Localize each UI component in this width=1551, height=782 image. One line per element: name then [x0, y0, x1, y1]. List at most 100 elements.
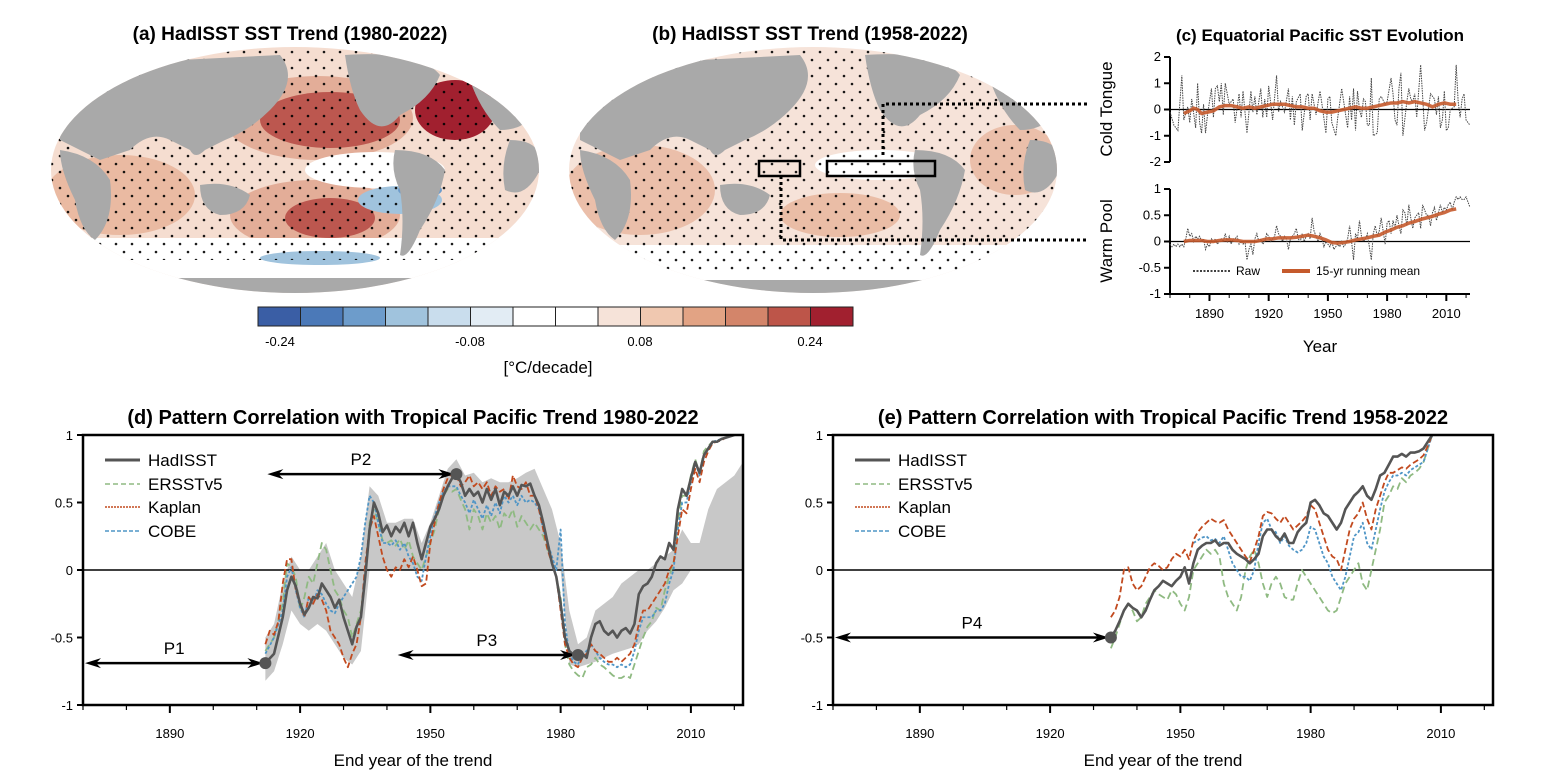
arrow-left-head: [85, 658, 101, 669]
x-tick-label: 1950: [1166, 726, 1195, 741]
panel-e-plot: P4 1 0.5 0 -0.5 -1 1890 1920 1950 1980 2010: [801, 428, 1495, 741]
x-tick-label: 1890: [1195, 306, 1224, 321]
colorbar-label: [°C/decade]: [503, 358, 592, 377]
plot-area: [833, 435, 1493, 649]
legend-ersst-label: ERSSTv5: [898, 475, 973, 494]
y-tick-label: -1: [811, 698, 823, 713]
colorbar-box: [767, 306, 811, 327]
colorbar-box: [640, 306, 684, 327]
panel-a-title: (a) HadISST SST Trend (1980-2022): [133, 24, 448, 45]
y-tick-label: 0: [816, 563, 823, 578]
period-end-marker: [572, 649, 584, 662]
panel-b-title: (b) HadISST SST Trend (1958-2022): [652, 24, 968, 45]
legend-cobe-label: COBE: [148, 522, 196, 541]
series-ersstv5-line: [264, 435, 735, 679]
y-tick-label: -2: [1149, 154, 1161, 169]
period-label: P1: [164, 639, 185, 658]
panel-a-map: [51, 47, 539, 293]
series-kaplan-line: [1110, 435, 1434, 618]
y-tick-label: 0: [66, 563, 73, 578]
y-tick-label: 0.5: [1143, 207, 1161, 222]
period-label: P4: [962, 614, 983, 633]
panel-a: (a) HadISST SST Trend (1980-2022): [51, 24, 539, 293]
x-tick-label: 1890: [155, 726, 184, 741]
colorbar: [257, 306, 854, 327]
y-tick-label: 1: [816, 428, 823, 443]
arrow-right-head: [560, 650, 576, 661]
plot-area: [83, 435, 743, 681]
y-tick-label: 0.5: [805, 496, 823, 511]
arrow-right-head: [247, 658, 264, 669]
panel-b: (b) HadISST SST Trend (1958-2022): [569, 24, 1088, 293]
x-tick-label: 1920: [286, 726, 315, 741]
legend-raw-label: Raw: [1236, 264, 1260, 278]
x-tick-label: 1920: [1036, 726, 1065, 741]
colorbar-tick: 0.24: [797, 334, 822, 349]
arrow-left-head: [397, 650, 414, 661]
y-tick-label: -1: [1149, 128, 1161, 143]
raw-series-line: [1169, 195, 1471, 260]
x-tick-label: 1980: [546, 726, 575, 741]
y-tick-label: 0: [1154, 102, 1161, 117]
colorbar-box: [257, 306, 301, 327]
series-hadisst-line: [1109, 435, 1434, 639]
colorbar-tick: -0.08: [455, 334, 485, 349]
colorbar-tick: 0.08: [627, 334, 652, 349]
legend-kaplan-label: Kaplan: [898, 498, 951, 517]
panel-b-map: [569, 47, 1057, 293]
panel-d-legend: HadISST ERSSTv5 Kaplan COBE: [105, 451, 223, 541]
x-tick-label: 2010: [676, 726, 705, 741]
arrow-left-head: [267, 469, 284, 480]
period-label: P2: [350, 450, 371, 469]
arrow-left-head: [835, 632, 851, 643]
y-tick-label: 0.5: [55, 496, 73, 511]
colorbar-tick: -0.24: [265, 334, 295, 349]
x-tick-label: 2010: [1432, 306, 1461, 321]
y-tick-label: -1: [61, 698, 73, 713]
arrow-right-head: [438, 469, 455, 480]
panel-d: (d) Pattern Correlation with Tropical Pa…: [51, 407, 745, 770]
x-tick-label: 2010: [1426, 726, 1455, 741]
series-cobe-line: [1192, 435, 1434, 592]
colorbar-box: [682, 306, 726, 327]
cold-tongue-box: [825, 159, 937, 178]
x-tick-label: 1980: [1296, 726, 1325, 741]
legend-hadisst-label: HadISST: [898, 451, 967, 470]
period-end-marker: [259, 657, 272, 670]
y-tick-label: 1: [66, 428, 73, 443]
series-cobe-line: [264, 435, 735, 669]
panel-e-title: (e) Pattern Correlation with Tropical Pa…: [878, 407, 1448, 429]
panel-c-xlabel: Year: [1303, 337, 1338, 356]
colorbar-box: [725, 306, 769, 327]
panel-e-legend: HadISST ERSSTv5 Kaplan COBE: [855, 451, 973, 541]
y-tick-label: 1: [1154, 75, 1161, 90]
panel-d-plot: P1 P2 P3 1 0.5 0 -0.5 -1 1890 1920 1950 1980 2010: [51, 428, 745, 741]
legend-hadisst-label: HadISST: [148, 451, 217, 470]
colorbar-box: [342, 306, 386, 327]
x-tick-label: 1920: [1254, 306, 1283, 321]
period-end-marker: [1104, 631, 1117, 644]
colorbar-box: [512, 306, 556, 327]
stippling: [569, 47, 1057, 270]
y-tick-label: -0.5: [51, 631, 73, 646]
colorbar-box: [470, 306, 514, 327]
colorbar-box: [597, 306, 641, 327]
colorbar-box: [300, 306, 344, 327]
series-hadisst-line: [264, 435, 735, 665]
legend-kaplan-label: Kaplan: [148, 498, 201, 517]
y-tick-label: -0.5: [1139, 260, 1161, 275]
x-tick-label: 1980: [1373, 306, 1402, 321]
cold-tongue-ylabel: Cold Tongue: [1097, 61, 1116, 156]
panel-d-xlabel: End year of the trend: [334, 751, 493, 770]
colorbar-box: [385, 306, 429, 327]
y-tick-label: -1: [1149, 286, 1161, 301]
cold-tongue-connector: [881, 102, 1088, 155]
panel-c-title: (c) Equatorial Pacific SST Evolution: [1176, 26, 1464, 45]
colorbar-box: [427, 306, 471, 327]
raw-series-line: [1169, 64, 1471, 137]
legend-mean-label: 15-yr running mean: [1316, 264, 1420, 278]
running-mean-line: [1183, 207, 1457, 245]
panel-d-title: (d) Pattern Correlation with Tropical Pa…: [127, 407, 698, 429]
panel-e-xlabel: End year of the trend: [1084, 751, 1243, 770]
x-tick-label: 1950: [1313, 306, 1342, 321]
